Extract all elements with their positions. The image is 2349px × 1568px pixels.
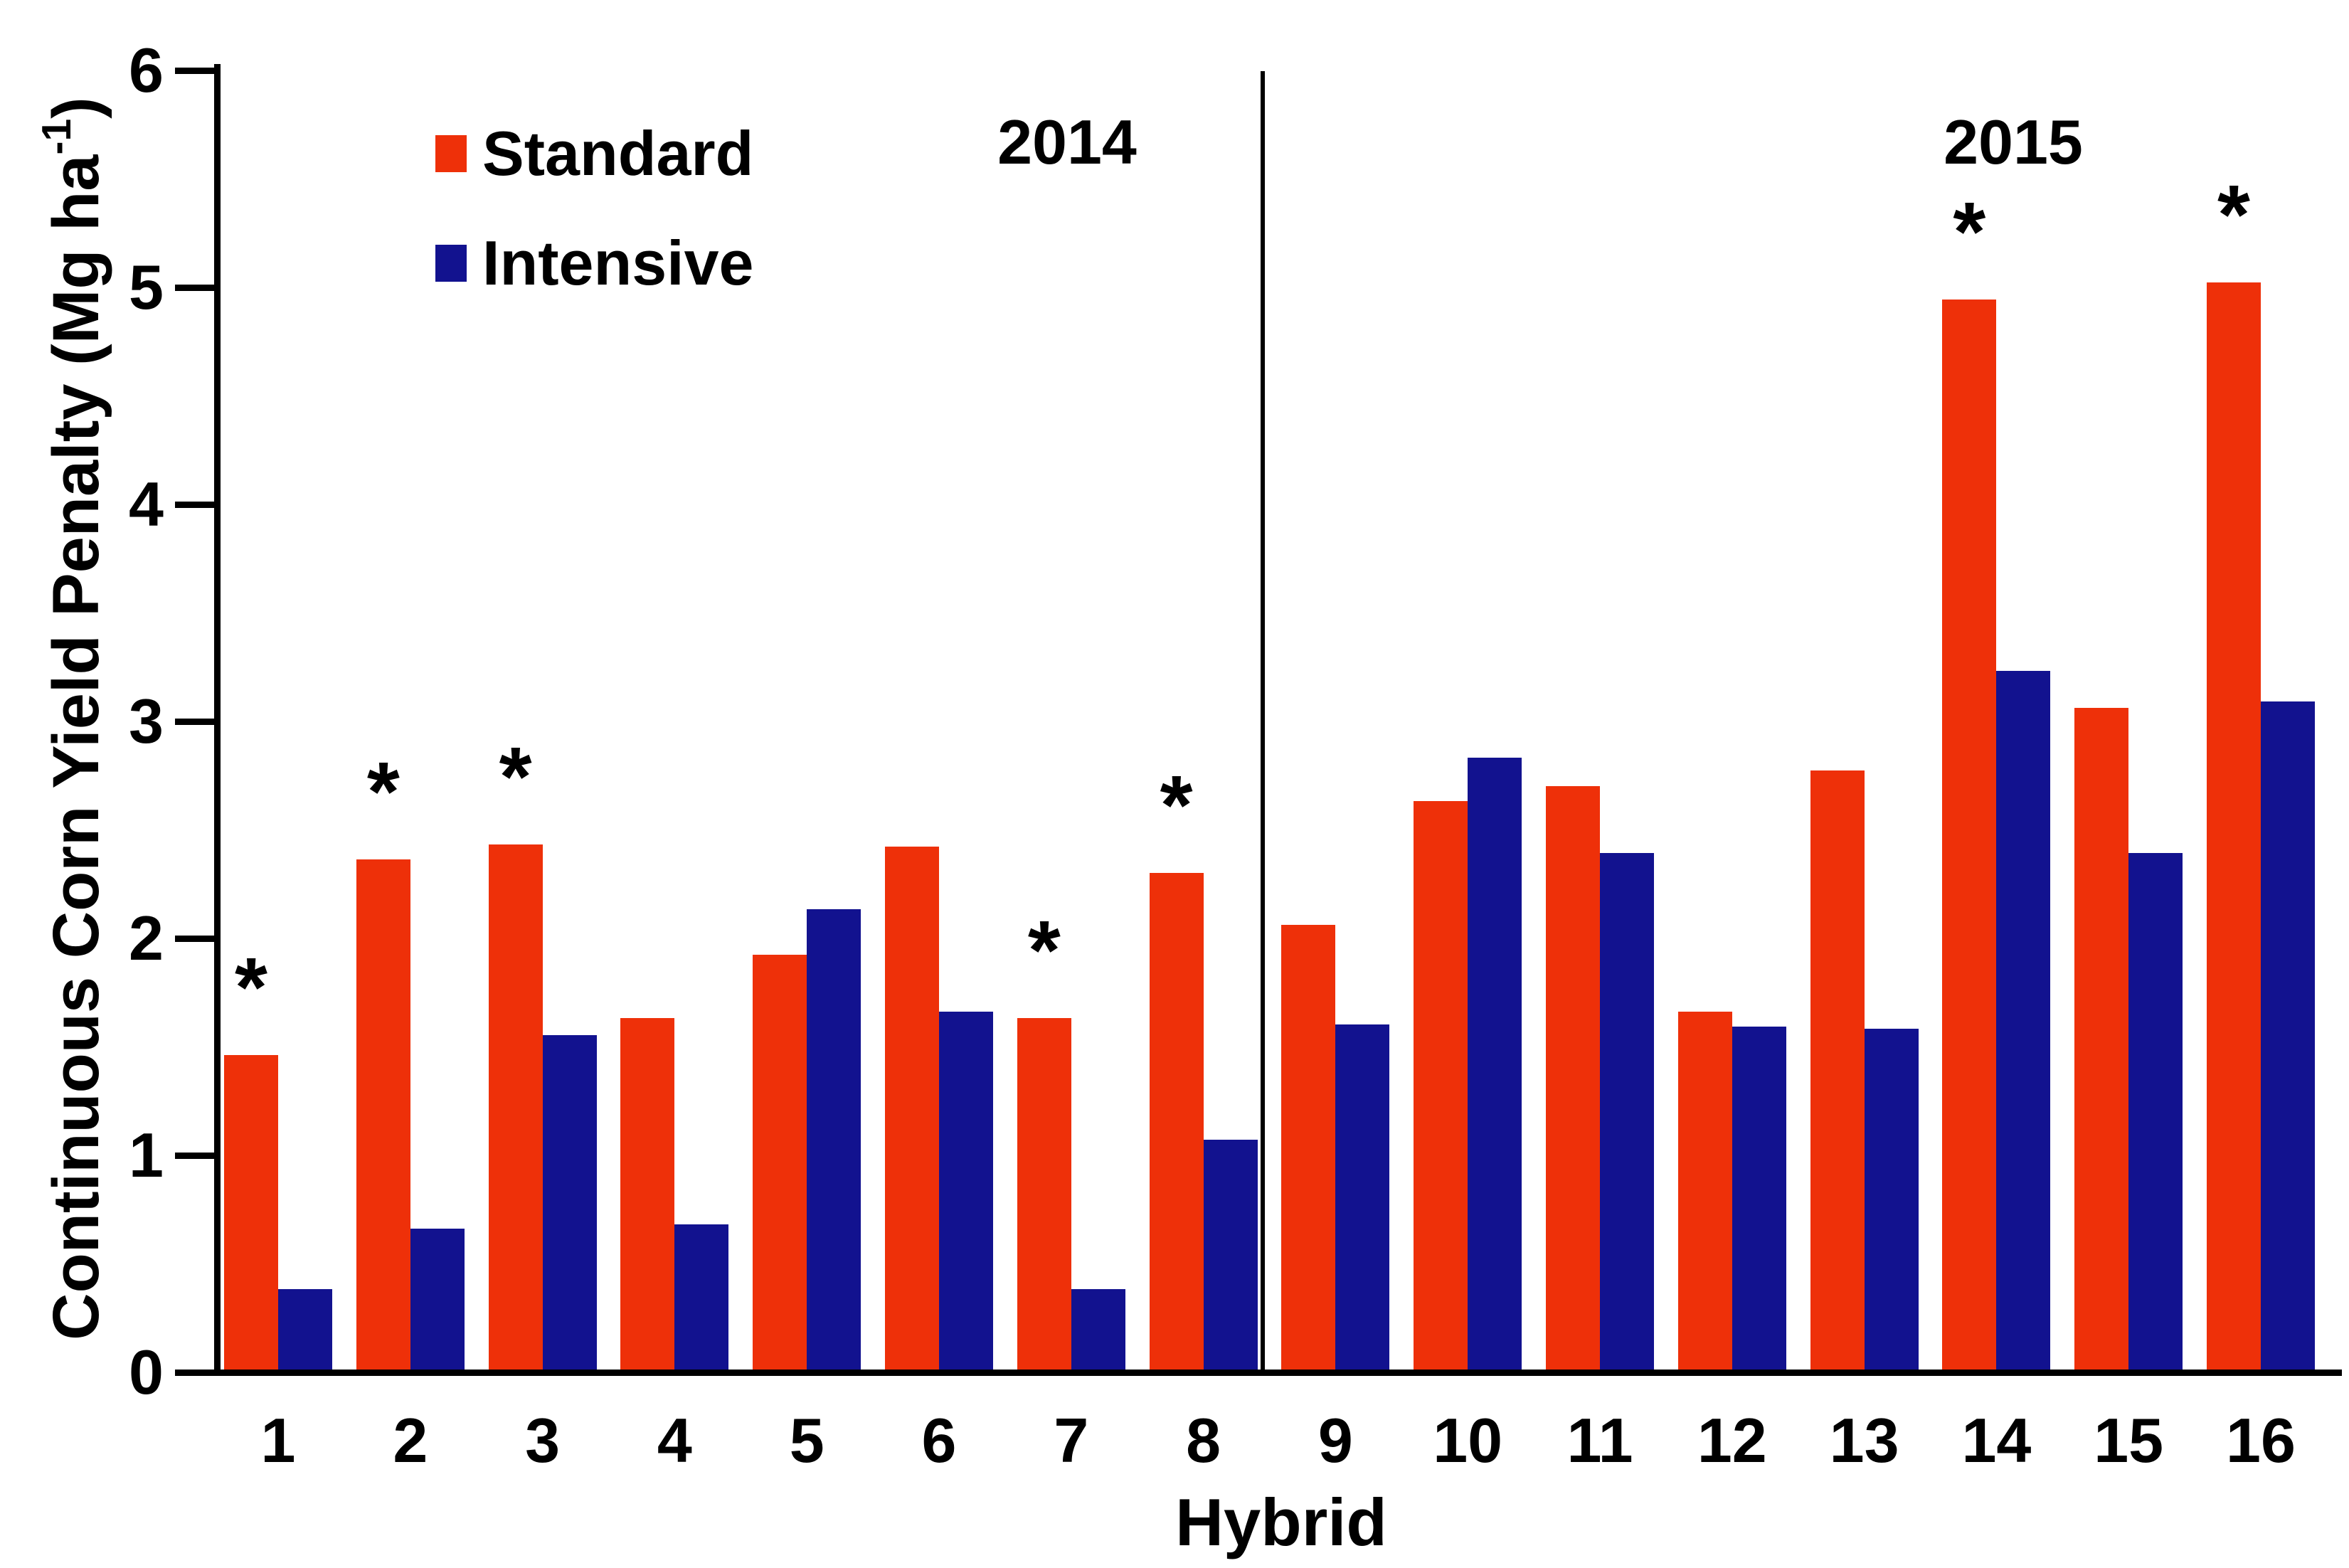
x-tick-label-7: 7 [1054, 1405, 1089, 1476]
bar-standard-h5 [753, 955, 807, 1370]
significance-asterisk-h1: * [235, 941, 267, 1034]
x-tick-label-8: 8 [1186, 1405, 1221, 1476]
bar-intensive-h7 [1071, 1289, 1125, 1370]
panel-label-2014: 2014 [997, 107, 1137, 177]
bar-intensive-h8 [1203, 1140, 1258, 1370]
x-tick-label-5: 5 [789, 1405, 824, 1476]
x-tick-label-6: 6 [921, 1405, 957, 1476]
bar-standard-h8 [1149, 873, 1204, 1370]
panel-divider-line [1261, 71, 1265, 1372]
bar-intensive-h2 [410, 1229, 465, 1370]
significance-asterisk-h7: * [1027, 904, 1061, 997]
y-tick-label-2: 2 [129, 903, 164, 973]
x-axis-line [175, 1370, 2342, 1376]
significance-asterisk-h16: * [2217, 168, 2250, 262]
bar-intensive-h10 [1468, 758, 1522, 1370]
bar-standard-h1 [224, 1055, 278, 1370]
bar-intensive-h13 [1864, 1029, 1919, 1370]
y-tick-3 [175, 719, 214, 725]
x-tick-label-3: 3 [525, 1405, 561, 1476]
x-tick-label-11: 11 [1566, 1405, 1633, 1476]
x-tick-label-14: 14 [1961, 1405, 2032, 1476]
bar-intensive-h16 [2261, 701, 2315, 1370]
y-tick-label-3: 3 [129, 686, 164, 756]
x-tick-label-16: 16 [2226, 1405, 2296, 1476]
bar-intensive-h11 [1600, 853, 1654, 1370]
x-axis-title: Hybrid [1175, 1485, 1387, 1559]
legend-label-intensive: Intensive [482, 228, 754, 298]
significance-asterisk-h3: * [499, 730, 532, 824]
bar-intensive-h4 [674, 1224, 729, 1370]
bar-intensive-h12 [1732, 1027, 1786, 1370]
y-tick-label-4: 4 [129, 469, 164, 539]
legend-swatch-intensive [435, 245, 467, 282]
bar-standard-h7 [1017, 1018, 1071, 1370]
bar-intensive-h3 [542, 1035, 597, 1370]
bar-standard-h9 [1281, 925, 1336, 1370]
bar-standard-h12 [1677, 1012, 1732, 1370]
y-axis-line [214, 64, 221, 1376]
x-tick-label-15: 15 [2094, 1405, 2164, 1476]
y-tick-1 [175, 1153, 214, 1159]
significance-asterisk-h2: * [366, 745, 400, 839]
bar-standard-h3 [488, 844, 543, 1370]
y-tick-label-0: 0 [129, 1337, 164, 1407]
y-axis-title-superscript: -1 [34, 118, 80, 155]
bar-standard-h11 [1546, 786, 1600, 1370]
y-tick-2 [175, 936, 214, 942]
y-tick-6 [175, 68, 214, 74]
legend-item-intensive: Intensive [435, 229, 753, 297]
x-tick-label-12: 12 [1697, 1405, 1767, 1476]
x-tick-label-2: 2 [393, 1405, 428, 1476]
significance-asterisk-h14: * [1953, 185, 1986, 279]
legend-label-standard: Standard [482, 118, 754, 189]
y-tick-4 [175, 502, 214, 508]
y-tick-label-6: 6 [129, 35, 164, 105]
legend-item-standard: Standard [435, 120, 753, 188]
legend: Standard Intensive [435, 120, 753, 339]
bar-standard-h15 [2074, 708, 2129, 1370]
significance-asterisk-h8: * [1160, 758, 1193, 852]
bar-intensive-h15 [2128, 853, 2183, 1370]
legend-swatch-standard [435, 135, 467, 172]
bar-standard-h2 [356, 859, 410, 1370]
bar-standard-h6 [885, 847, 939, 1370]
bar-standard-h14 [1942, 300, 1997, 1370]
bar-intensive-h5 [807, 909, 861, 1370]
panel-label-2015: 2015 [1944, 107, 2083, 177]
bar-intensive-h14 [1996, 671, 2051, 1370]
y-tick-label-5: 5 [129, 252, 164, 322]
bar-standard-h10 [1414, 801, 1468, 1370]
x-tick-label-9: 9 [1317, 1405, 1353, 1476]
y-tick-label-1: 1 [129, 1120, 164, 1190]
x-tick-label-4: 4 [657, 1405, 692, 1476]
x-tick-label-13: 13 [1829, 1405, 1899, 1476]
bar-standard-h4 [620, 1018, 675, 1370]
x-tick-label-1: 1 [260, 1405, 296, 1476]
bar-intensive-h1 [278, 1289, 332, 1370]
bar-standard-h13 [1810, 770, 1865, 1370]
bar-intensive-h6 [939, 1012, 993, 1370]
bar-standard-h16 [2207, 282, 2261, 1370]
x-tick-label-10: 10 [1433, 1405, 1503, 1476]
bar-intensive-h9 [1335, 1024, 1390, 1370]
y-tick-5 [175, 285, 214, 291]
